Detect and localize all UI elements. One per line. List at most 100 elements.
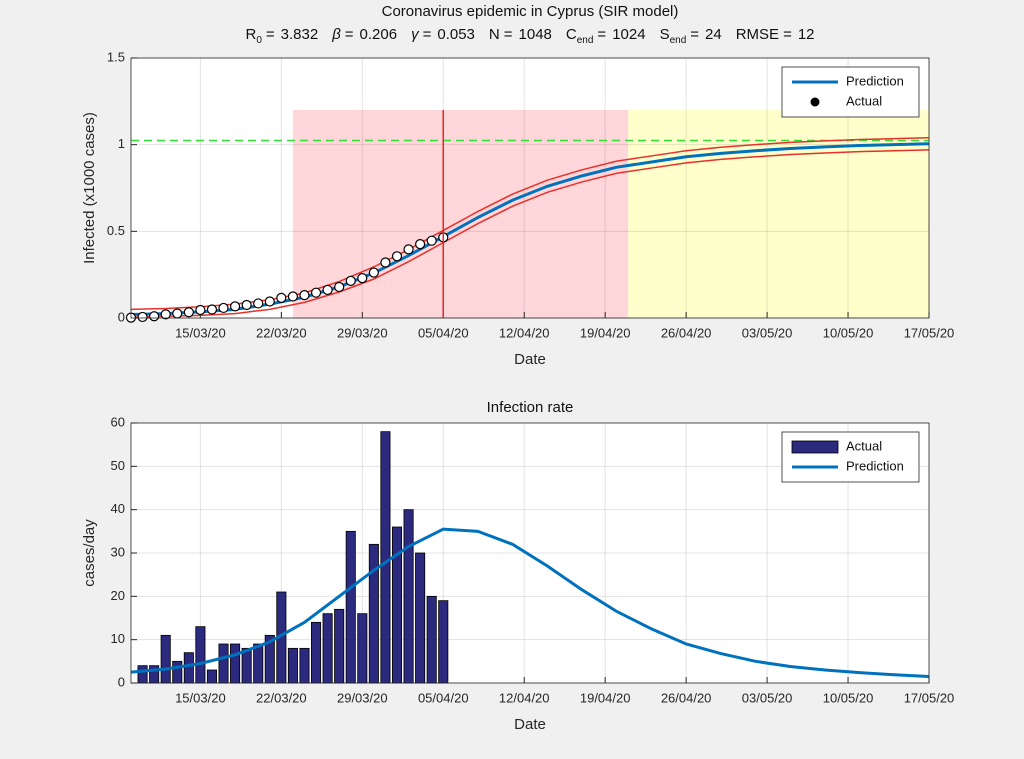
parameter-value: 24: [705, 26, 722, 43]
line: [130, 527, 930, 678]
y-tick-label: 50: [111, 458, 125, 473]
y-axis-label: cases/day: [81, 519, 98, 587]
bar: [149, 665, 160, 684]
marker: [299, 290, 310, 301]
parameter-value: 0.053: [437, 26, 475, 43]
marker: [218, 302, 229, 314]
bar: [230, 643, 241, 684]
x-tick-label: 12/04/20: [499, 325, 550, 340]
y-tick-label: 20: [111, 588, 125, 603]
x-tick-label: 26/04/20: [661, 690, 712, 705]
x-axis-label: Date: [514, 716, 546, 733]
marker: [368, 267, 379, 278]
marker: [310, 287, 322, 298]
parameter-sign: =: [345, 26, 354, 43]
marker: [334, 281, 345, 293]
x-tick-label: 19/04/20: [580, 690, 631, 705]
marker: [137, 311, 148, 323]
legend-box: [781, 431, 920, 483]
marker: [287, 291, 299, 302]
parameter-value: 12: [798, 26, 815, 43]
x-tick-label: 05/04/20: [418, 325, 469, 340]
line: [130, 142, 930, 317]
parameter-subscript: end: [577, 35, 594, 46]
x-tick-label: 05/04/20: [418, 690, 469, 705]
axes-frame: [130, 422, 930, 684]
bound-line: [130, 136, 930, 311]
parameter-sign: =: [266, 26, 275, 43]
bar: [415, 552, 426, 684]
y-tick-label: 60: [111, 414, 125, 429]
bar: [368, 543, 379, 684]
marker: [357, 273, 368, 284]
x-tick-label: 03/05/20: [742, 690, 793, 705]
parameter-value: 1024: [612, 26, 645, 43]
marker: [426, 235, 437, 246]
bar: [195, 626, 206, 684]
x-tick-label: 26/04/20: [661, 325, 712, 340]
x-tick-label: 22/03/20: [256, 690, 307, 705]
y-tick-label: 0: [118, 309, 125, 324]
parameter-sign: =: [504, 26, 513, 43]
x-tick-label: 12/04/20: [499, 690, 550, 705]
parameter-name: N: [489, 26, 500, 43]
bar: [253, 643, 264, 684]
marker: [322, 284, 333, 296]
y-tick-label: 0: [118, 674, 125, 689]
parameter-name: RMSE: [736, 26, 779, 43]
axes-frame: [130, 57, 930, 319]
legend-swatch: [791, 440, 839, 454]
parameter-sign: =: [597, 26, 606, 43]
marker: [160, 309, 171, 320]
y-tick-label: 40: [111, 501, 125, 516]
parameter-name: S: [660, 26, 670, 43]
parameter-subscript: end: [670, 35, 687, 46]
chart-title: Infection rate: [487, 399, 574, 416]
x-tick-label: 19/04/20: [580, 325, 631, 340]
bar: [206, 669, 217, 684]
marker: [253, 298, 264, 309]
marker: [241, 299, 252, 311]
bar: [311, 621, 322, 684]
marker: [391, 251, 403, 262]
bar: [287, 647, 298, 684]
marker: [403, 244, 414, 255]
bar: [438, 600, 449, 684]
marker: [380, 257, 391, 268]
y-tick-label: 1.5: [107, 49, 125, 64]
parameter-subscript: 0: [256, 35, 262, 46]
x-tick-label: 03/05/20: [742, 325, 793, 340]
marker: [183, 307, 194, 318]
x-tick-label: 10/05/20: [823, 690, 874, 705]
shaded-region: [628, 110, 929, 318]
marker: [229, 301, 241, 312]
x-tick-label: 17/05/20: [904, 690, 955, 705]
marker: [276, 292, 287, 303]
bar: [241, 647, 252, 684]
parameter-name: γ: [411, 26, 420, 43]
legend-label: Actual: [846, 438, 882, 453]
bar: [172, 660, 183, 684]
chart-title: Coronavirus epidemic in Cyprus (SIR mode…: [382, 3, 679, 20]
legend-box: [781, 66, 920, 118]
x-tick-label: 17/05/20: [904, 325, 955, 340]
parameter-name: β: [331, 26, 341, 43]
parameter-sign: =: [423, 26, 432, 43]
marker: [149, 311, 160, 322]
bar: [357, 613, 368, 684]
marker: [345, 275, 356, 287]
parameter-value: 1048: [519, 26, 552, 43]
bar: [403, 509, 414, 684]
parameters: R0 = 3.832 β = 0.206 γ = 0.053 N = 1048 Cend = 1024 Sen…: [245, 26, 814, 46]
x-tick-label: 10/05/20: [823, 325, 874, 340]
bar: [380, 431, 391, 684]
marker: [264, 296, 275, 307]
marker: [415, 239, 426, 250]
y-tick-label: 0.5: [107, 223, 125, 238]
bar: [183, 652, 194, 684]
parameter-value: 3.832: [281, 26, 319, 43]
bar: [218, 643, 229, 684]
legend-label: Actual: [846, 93, 882, 108]
